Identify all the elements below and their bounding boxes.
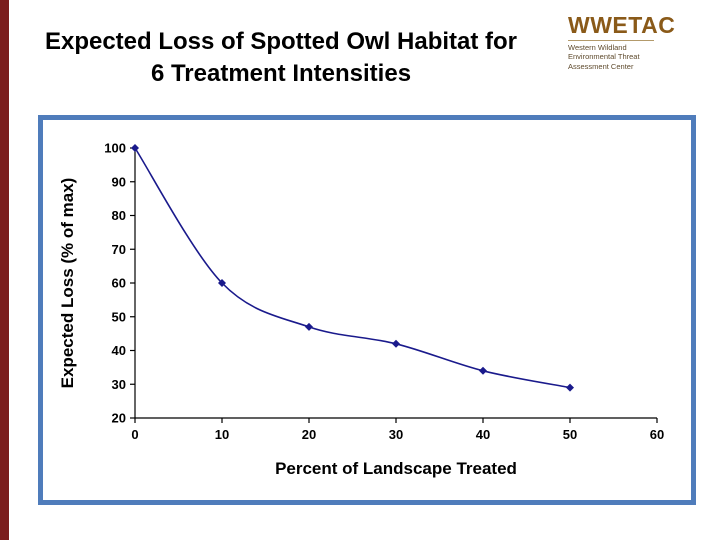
x-tick-label: 30	[389, 427, 403, 442]
x-tick-label: 60	[650, 427, 664, 442]
data-point	[392, 339, 400, 348]
data-point	[131, 144, 139, 152]
y-tick-label: 100	[104, 141, 126, 156]
y-tick-label: 90	[112, 174, 126, 189]
slide-title-line1: Expected Loss of Spotted Owl Habitat for	[44, 28, 518, 55]
y-tick-label: 40	[112, 343, 126, 358]
wwetac-logo-text: WWETAC	[568, 12, 676, 38]
chart-frame: 20 30 40 50 60 70 80 90 100 0 10 20 30 40 50 60 Percent …	[38, 115, 696, 505]
data-point	[218, 279, 226, 287]
y-tick-label: 60	[112, 276, 126, 291]
chart-svg: 20 30 40 50 60 70 80 90 100 0 10 20 30 40 50 60 Percent …	[58, 141, 664, 479]
y-tick-label: 80	[112, 208, 126, 223]
x-tick-label: 10	[215, 427, 229, 442]
logo-subtitle-line: Environmental Threat	[568, 52, 640, 62]
y-tick-label: 30	[112, 377, 126, 392]
slide-edge-stripe	[0, 0, 9, 540]
x-tick-label: 40	[476, 427, 490, 442]
slide-title: Expected Loss of Spotted Owl Habitat for…	[28, 26, 534, 91]
y-tick-label: 70	[112, 242, 126, 257]
data-point	[479, 366, 487, 375]
x-tick-label: 50	[563, 427, 577, 442]
y-tick-label: 20	[112, 411, 126, 426]
data-point	[305, 322, 313, 331]
data-line	[134, 147, 571, 389]
x-axis-title: Percent of Landscape Treated	[275, 459, 517, 478]
x-tick-label: 0	[131, 427, 138, 442]
wwetac-logo: WWETAC Western Wildland Environmental Th…	[568, 14, 704, 71]
x-tick-label: 20	[302, 427, 316, 442]
slide-title-line2: 6 Treatment Intensities	[150, 60, 412, 88]
y-tick-label: 50	[112, 309, 126, 324]
logo-subtitle-line: Western Wildland	[568, 43, 627, 52]
data-point	[566, 383, 574, 392]
y-axis-title: Expected Loss (% of max)	[58, 178, 77, 389]
wwetac-logo-subtitle: Western Wildland Environmental Threat As…	[568, 40, 654, 71]
logo-subtitle-line: Assessment Center	[568, 61, 634, 71]
